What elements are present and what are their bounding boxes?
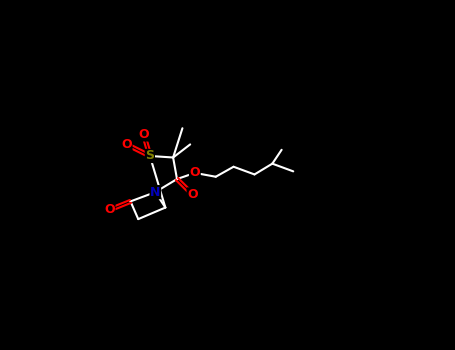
- Text: O: O: [104, 203, 115, 216]
- Text: N: N: [150, 186, 161, 199]
- Text: S: S: [146, 149, 154, 162]
- Text: O: O: [187, 188, 198, 201]
- Text: O: O: [190, 166, 200, 180]
- Text: O: O: [121, 138, 132, 151]
- Text: O: O: [138, 128, 149, 141]
